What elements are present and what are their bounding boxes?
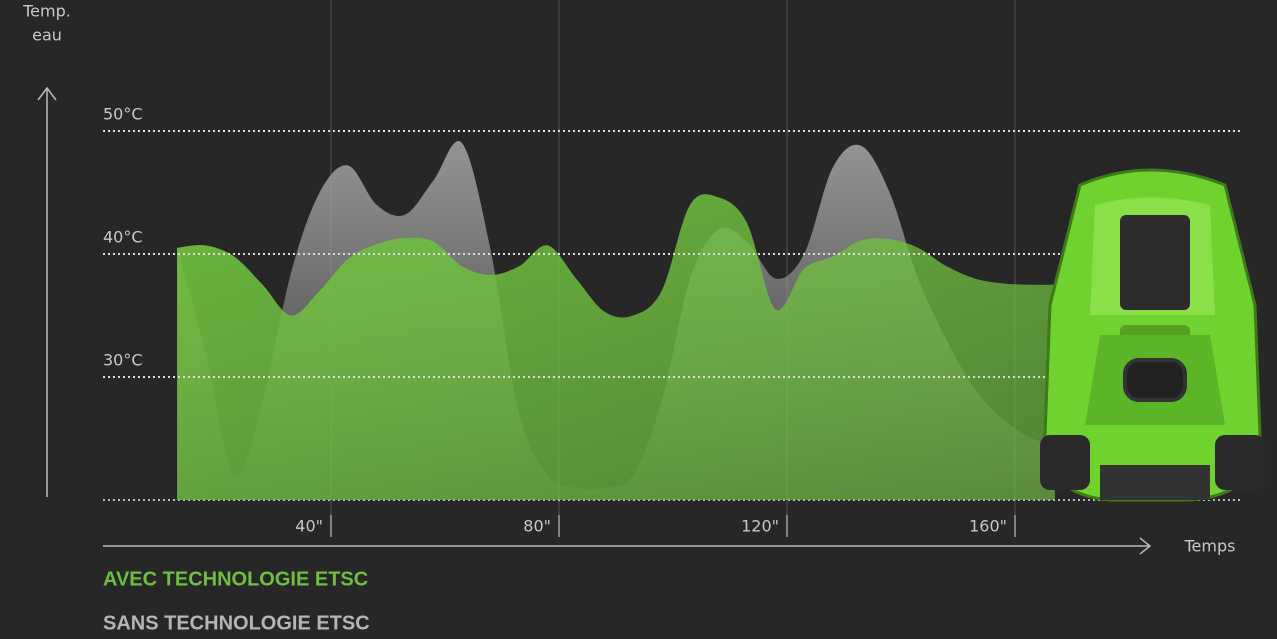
legend-entry: AVEC TECHNOLOGIE ETSC xyxy=(103,568,368,590)
y-tick-label: 50°C xyxy=(103,105,143,124)
area xyxy=(177,194,1055,501)
y-arrow xyxy=(37,86,57,101)
x-tick-label: 160" xyxy=(969,517,1007,536)
x-tick-label: 80" xyxy=(523,517,551,536)
y-tick-label: 30°C xyxy=(103,351,143,370)
x-tick-label: 120" xyxy=(741,517,779,536)
y-label: Temp. xyxy=(22,2,71,21)
x-label: Temps xyxy=(1184,537,1236,556)
legend-entry: SANS TECHNOLOGIE ETSC xyxy=(103,612,370,634)
x-tick-label: 40" xyxy=(295,517,323,536)
y-label: eau xyxy=(32,26,62,45)
x-arrow xyxy=(1139,537,1152,555)
y-tick-label: 40°C xyxy=(103,228,143,247)
robot xyxy=(1040,168,1265,502)
